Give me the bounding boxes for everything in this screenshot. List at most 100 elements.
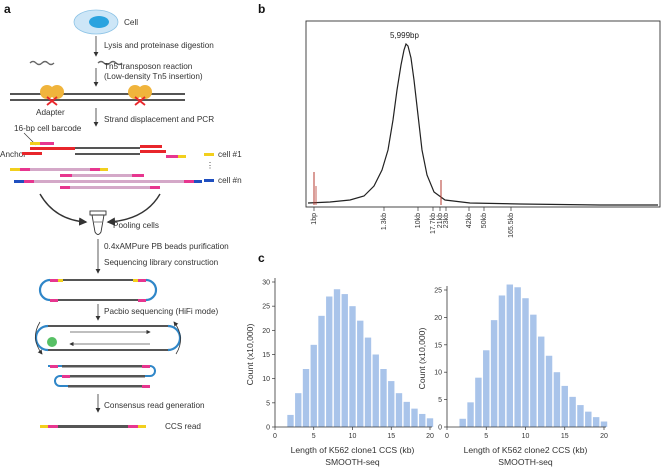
pcr-fragments	[22, 142, 186, 158]
histogram-bar	[507, 285, 513, 427]
step-consensus: Consensus read generation	[104, 401, 205, 410]
trace-x-ticks: 1bp 1.3kb 10kb 17.7kb 21kb 23kb 42kb 50kb 165.5k…	[311, 207, 515, 238]
label-cell-n: cell #n	[218, 176, 242, 185]
y-tick-label: 0	[438, 425, 442, 432]
panel-label-b: b	[258, 2, 265, 16]
peak-label: 5,999bp	[390, 31, 419, 40]
y-tick-label: 0	[266, 425, 270, 432]
label-barcode: 16-bp cell barcode	[14, 124, 82, 133]
y-axis-label: Count (x10,000)	[245, 324, 255, 386]
histogram-bar	[411, 409, 417, 427]
trace-frame	[306, 21, 660, 207]
x-tick-label: 0	[445, 433, 449, 440]
y-tick-label: 5	[266, 400, 270, 407]
histogram-bar	[601, 422, 607, 427]
histogram-bar	[585, 412, 591, 427]
trace-tick-label: 42kb	[466, 213, 473, 228]
trace-tick-label: 50kb	[481, 213, 488, 228]
trace-tick-label: 1bp	[311, 213, 318, 225]
y-tick-label: 25	[262, 304, 270, 311]
histogram-bar	[326, 297, 332, 428]
step-library: Sequencing library construction	[104, 258, 219, 267]
panel-label-c: c	[258, 251, 265, 265]
smrtbell-icon	[40, 279, 156, 302]
histogram-bar	[380, 369, 386, 427]
step-pooling: Pooling cells	[113, 221, 159, 230]
histogram-bar	[483, 350, 489, 427]
panel-a-workflow: a Cell Lysis and proteinase digestion Tn…	[0, 2, 242, 431]
histogram-bar	[311, 345, 317, 427]
pooling-arrow-right	[108, 194, 160, 222]
histogram-bar	[499, 295, 505, 427]
trace-tick-label: 165.5kb	[508, 213, 515, 238]
figure: a Cell Lysis and proteinase digestion Tn…	[0, 0, 665, 473]
histogram-bar	[365, 338, 371, 427]
histogram-bar	[569, 397, 575, 427]
legend-swatch-cell-n	[204, 179, 214, 182]
ccs-read	[40, 425, 146, 428]
tn5-icon	[30, 62, 54, 65]
y-tick-label: 30	[262, 280, 270, 287]
step-tn5: Tn5 transposon reaction	[104, 62, 193, 71]
histogram-bar	[295, 393, 301, 427]
barcoded-library	[10, 168, 202, 189]
y-tick-label: 25	[434, 288, 442, 295]
sequencing-icon	[35, 322, 180, 354]
x-tick-label: 10	[522, 433, 530, 440]
label-cell-1: cell #1	[218, 150, 242, 159]
step-tn5-note: (Low-density Tn5 insertion)	[104, 72, 203, 81]
pooling-arrow-left	[40, 194, 86, 222]
panel-c-histograms: c 0 5 10 15 20 0 5 10 15 20 25 30 Count (x10,000) Len…	[245, 251, 608, 467]
histogram-clone1: 0 5 10 15 20 0 5 10 15 20 25 30 Count (x10,000) Lengt…	[245, 278, 434, 467]
step-purification: 0.4xAMPure PB beads purification	[104, 242, 229, 251]
panel-b-size-trace: b 5,999bp 1bp 1.3kb 10kb 17.7kb 21kb 23kb 42kb…	[258, 2, 660, 238]
x-axis-label: Length of K562 clone1 CCS (kb)	[291, 445, 415, 455]
histogram-bar	[287, 415, 293, 427]
method-label: SMOOTH-seq	[325, 457, 380, 467]
histogram-bar	[419, 414, 425, 427]
y-tick-label: 20	[262, 328, 270, 335]
y-tick-label: 15	[434, 342, 442, 349]
tube-icon	[90, 211, 106, 235]
subreads	[48, 365, 155, 388]
step-ccs-read: CCS read	[165, 422, 201, 431]
histogram-bar	[357, 321, 363, 427]
panel-label-a: a	[4, 2, 11, 16]
histogram-bar	[396, 393, 402, 427]
histogram-bar	[554, 372, 560, 427]
x-tick-label: 20	[600, 433, 608, 440]
histogram-bar	[404, 402, 410, 427]
x-tick-label: 10	[349, 433, 357, 440]
x-tick-label: 20	[426, 433, 434, 440]
x-tick-label: 5	[484, 433, 488, 440]
step-cell: Cell	[124, 18, 138, 27]
histogram-bar	[303, 369, 309, 427]
step-lysis: Lysis and proteinase digestion	[104, 41, 214, 50]
histogram-bar	[562, 386, 568, 427]
tn5-complex-icon	[40, 85, 64, 105]
x-axis-label: Length of K562 clone2 CCS (kb)	[464, 445, 588, 455]
y-tick-label: 10	[262, 376, 270, 383]
y-tick-label: 15	[262, 352, 270, 359]
trace-tick-label: 10kb	[415, 213, 422, 228]
x-tick-label: 0	[273, 433, 277, 440]
trace-tick-label: 1.3kb	[381, 213, 388, 230]
histogram-bar	[530, 315, 536, 427]
x-tick-label: 15	[561, 433, 569, 440]
histogram-bar	[342, 294, 348, 427]
histogram-bar	[467, 402, 473, 427]
histogram-bar	[318, 316, 324, 427]
tn5-complex-icon	[128, 85, 152, 105]
trace-tick-label: 17.7kb	[430, 213, 437, 234]
y-tick-label: 20	[434, 315, 442, 322]
histogram-bar	[577, 405, 583, 427]
histogram-bar	[491, 320, 497, 427]
histogram-bar	[459, 419, 465, 427]
histogram-bar	[475, 378, 481, 427]
legend-swatch-cell-1	[204, 153, 214, 156]
method-label: SMOOTH-seq	[498, 457, 553, 467]
ellipsis: ⋮	[206, 161, 214, 170]
y-axis-label: Count (x10,000)	[417, 328, 427, 390]
step-pcr: Strand displacement and PCR	[104, 115, 214, 124]
trace-tick-label: 23kb	[443, 213, 450, 228]
